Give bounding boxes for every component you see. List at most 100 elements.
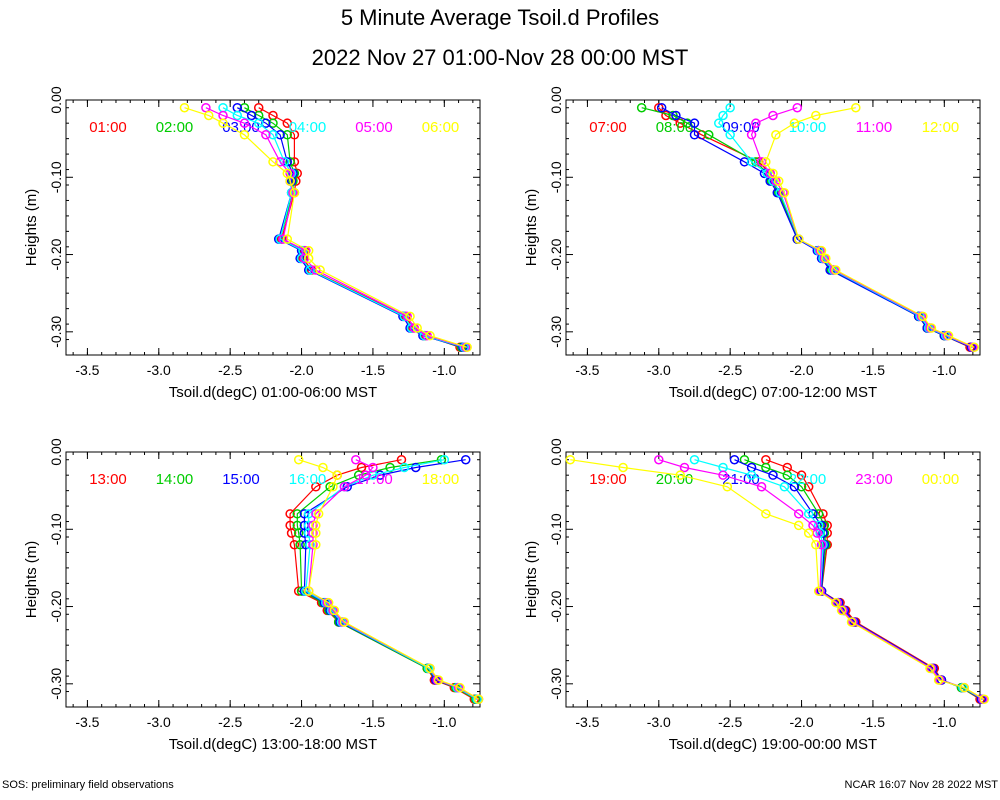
x-tick-label: -1.5 [361,714,385,730]
y-tick-label: -0.20 [548,238,564,270]
legend-hour-label: 15:00 [222,471,260,488]
x-tick-label: -1.0 [932,714,956,730]
series-line-1700 [308,459,479,700]
data-point [261,130,271,140]
data-point [813,586,824,596]
profile-panel-19-00: -3.5 -3.0 -2.5 -2.0 -1.5 -1.0 0.00 -0.10 -0.20 -0… [523,438,990,753]
data-point [943,330,954,341]
x-tick-label: -2.5 [718,362,742,378]
legend-hour-label: 01:00 [89,119,127,136]
data-point [753,157,764,167]
data-point [412,323,422,333]
data-point [816,539,827,550]
data-point [746,157,757,167]
data-point [933,675,944,685]
x-tick-label: -2.5 [718,714,742,730]
data-point [462,342,472,353]
series-line-1800 [298,459,479,700]
data-point [179,102,190,113]
x-tick-label: -2.5 [218,362,242,378]
data-point [405,311,415,322]
data-point [821,253,831,264]
data-point [261,118,271,128]
data-point [285,509,295,519]
x-tick-label: -3.0 [647,714,671,730]
data-point [771,130,781,140]
data-point [303,586,314,596]
legend-hour-label: 07:00 [589,119,627,136]
data-point [439,454,450,465]
series-line-0300 [237,107,464,348]
data-point [565,454,576,465]
data-point [305,539,315,550]
data-point [722,482,733,492]
x-tick-label: -3.5 [75,714,99,730]
data-point [339,617,350,627]
data-point [714,118,724,128]
data-point [773,176,784,186]
data-point [425,330,435,341]
data-point [293,454,304,465]
data-point [761,454,771,465]
data-point [303,509,314,519]
y-axis-label: Heights (m) [23,541,40,619]
data-point [959,682,970,693]
data-point [460,454,471,465]
series-line-0400 [222,107,465,348]
data-point [286,528,297,538]
x-tick-label: -2.0 [289,714,313,730]
data-point [793,234,804,244]
data-point [746,130,757,140]
data-point [815,528,825,538]
series-line-0000 [570,459,985,700]
data-point [399,462,410,473]
series-line-2100 [734,459,982,700]
data-point [831,597,841,608]
profile-panel-01-06: -3.5 -3.0 -2.5 -2.0 -1.5 -1.0 0.00 -0.10 -0.20 -0… [23,86,481,401]
x-tick-label: -3.5 [575,714,599,730]
data-point [315,265,325,275]
data-point [846,617,857,627]
data-point [296,253,307,264]
y-tick-label: -0.20 [548,590,564,622]
x-axis-label: Tsoil.d(degC) 19:00-00:00 MST [669,736,877,753]
data-point [718,110,728,121]
data-point [473,694,484,705]
series-line-1900 [765,459,981,700]
series-line-1200 [765,107,975,348]
legend-hour-label: 03:00 [222,119,260,136]
legend-hour-label: 00:00 [922,471,960,488]
y-tick-label: -0.30 [548,668,564,700]
data-point [803,509,814,519]
data-point [729,454,740,465]
series-line-0800 [641,107,972,348]
legend-hour-label: 22:00 [789,471,827,488]
y-tick-label: -0.20 [48,238,64,270]
data-point [969,342,980,353]
series-line-0500 [205,107,466,348]
data-point [325,482,335,492]
profile-panel-07-12: -3.5 -3.0 -2.5 -2.0 -1.5 -1.0 0.00 -0.10 -0.20 -0… [523,86,981,401]
x-axis-label: Tsoil.d(degC) 07:00-12:00 MST [669,384,877,401]
data-point [293,528,304,538]
data-point [768,470,778,480]
footer-right-stamp: NCAR 16:07 Nov 28 2022 MST [845,779,999,791]
x-tick-label: -1.5 [861,362,885,378]
plot-frame [65,451,481,708]
data-point [303,253,314,264]
y-axis-label: Heights (m) [523,189,540,267]
data-point [811,110,821,121]
series-line-1000 [718,107,974,348]
legend-hour-label: 11:00 [856,119,892,136]
data-point [311,539,321,550]
profile-panel-13-18: -3.5 -3.0 -2.5 -2.0 -1.5 -1.0 0.00 -0.10 -0.20 -0… [23,438,484,753]
data-point [313,509,324,519]
x-tick-label: -2.0 [289,362,313,378]
data-point [739,157,750,167]
data-point [239,118,250,128]
x-tick-label: -3.5 [575,362,599,378]
data-point [311,482,321,492]
data-point [679,462,690,473]
y-tick-label: -0.30 [48,316,64,348]
